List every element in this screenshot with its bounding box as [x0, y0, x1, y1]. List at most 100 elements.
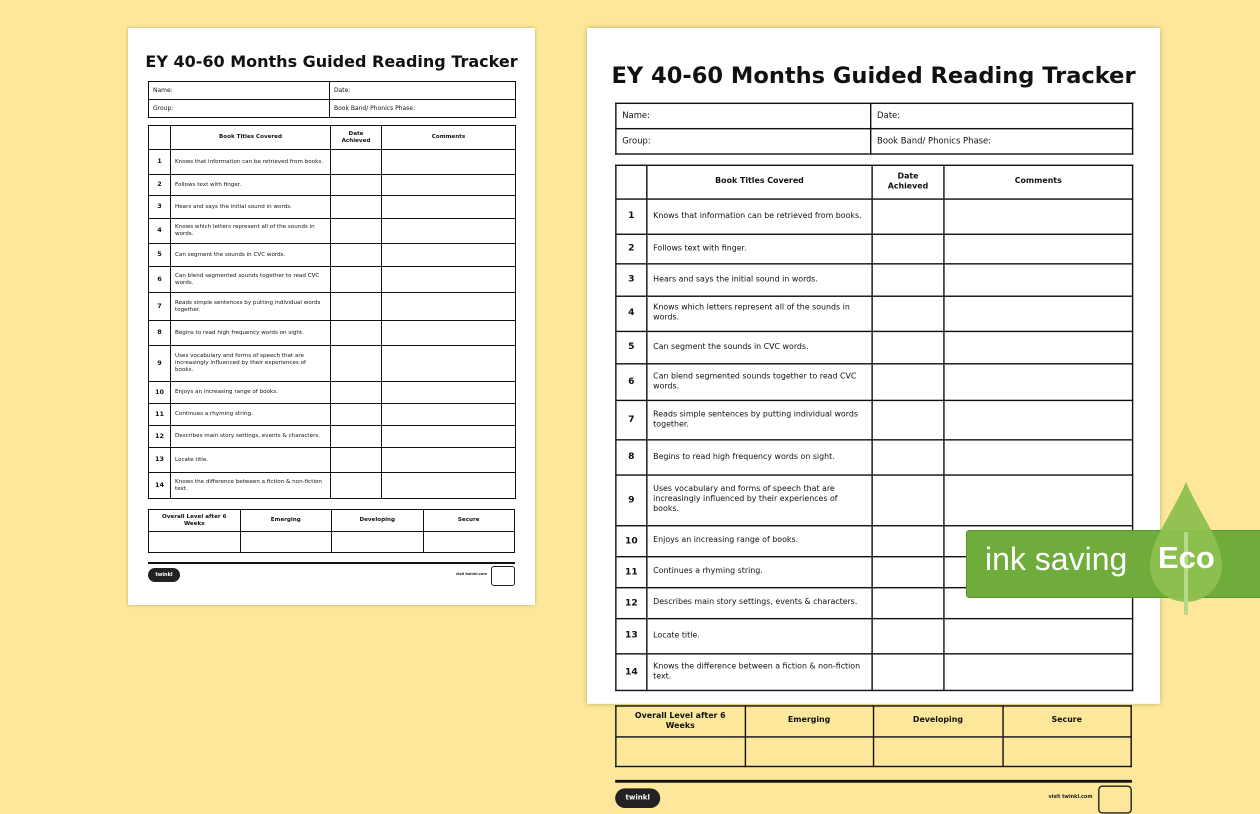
objective-text: Enjoys an increasing range of books. [646, 525, 873, 558]
objective-text: Uses vocabulary and forms of speech that… [170, 345, 331, 382]
comments-cell [381, 320, 516, 346]
level-header: Emerging [743, 705, 875, 738]
row-number: 13 [148, 447, 171, 473]
date-cell [871, 617, 945, 655]
comments-cell [943, 295, 1134, 333]
comments-cell [381, 218, 516, 244]
comments-cell [381, 472, 516, 499]
table-row: 9 Uses vocabulary and forms of speech th… [148, 345, 516, 382]
level-cell [615, 736, 746, 768]
objective-text: Hears and says the initial sound in word… [170, 195, 331, 219]
comments-cell [381, 195, 516, 219]
comments-cell [943, 233, 1134, 265]
name-field: Name: [148, 81, 330, 100]
column-header: Book Titles Covered [646, 164, 873, 200]
objective-text: Knows which letters represent all of the… [646, 295, 873, 333]
reading-tracker-table: Book Titles Covered Date Achieved Comments… [615, 164, 1134, 692]
table-row: 2 Follows text with finger. [615, 233, 1134, 265]
date-cell [330, 320, 382, 346]
column-header: Date Achieved [871, 164, 945, 200]
visit-text: visit twinkl.com [455, 572, 487, 576]
level-cell [743, 736, 875, 768]
comments-cell [943, 653, 1134, 692]
comments-cell [381, 243, 516, 267]
objective-text: Continues a rhyming string. [170, 403, 331, 426]
objective-text: Knows that information can be retrieved … [646, 198, 873, 235]
row-number: 2 [148, 174, 171, 196]
level-header: Developing [331, 509, 424, 532]
row-number: 5 [615, 330, 648, 365]
table-row: 14 Knows the difference between a fictio… [148, 472, 516, 499]
column-header: Book Titles Covered [170, 125, 331, 150]
overall-level-table: Overall Level after 6 Weeks Emerging Devel… [615, 705, 1132, 768]
objective-text: Continues a rhyming string. [646, 555, 873, 589]
objective-text: Knows the difference between a fiction &… [170, 472, 331, 499]
table-row: 13 Locate title. [148, 447, 516, 473]
objective-text: Locate title. [646, 617, 873, 655]
comments-cell [943, 363, 1134, 402]
row-number: 3 [615, 263, 648, 297]
date-cell [871, 525, 945, 558]
row-number: 4 [148, 218, 171, 244]
table-row: 14 Knows the difference between a fictio… [615, 653, 1134, 692]
worksheet-preview-large: EY 40-60 Months Guided Reading Tracker N… [587, 28, 1161, 814]
comments-cell [943, 330, 1134, 365]
date-cell [871, 474, 945, 527]
table-row: 2 Follows text with finger. [148, 174, 516, 196]
table-row: 7 Reads simple sentences by putting indi… [615, 399, 1134, 441]
group-field: Group: [148, 99, 330, 118]
date-cell [871, 233, 945, 265]
comments-cell [943, 439, 1134, 476]
row-number: 7 [148, 292, 171, 321]
column-header: Comments [381, 125, 516, 150]
comments-cell [943, 263, 1134, 297]
comments-cell [381, 149, 516, 175]
date-cell [330, 345, 382, 382]
date-cell [330, 266, 382, 293]
table-row: 4 Knows which letters represent all of t… [615, 295, 1134, 333]
comments-cell [943, 399, 1134, 441]
objective-text: Knows that information can be retrieved … [170, 149, 331, 175]
objective-text: Reads simple sentences by putting indivi… [170, 292, 331, 321]
date-cell [330, 195, 382, 219]
group-field: Group: [615, 127, 872, 155]
student-info-table: Name: Date: Group: Book Band/ Phonics Phas… [615, 102, 1134, 155]
table-row: 4 Knows which letters represent all of t… [148, 218, 516, 244]
level-cell [872, 736, 1004, 768]
objective-text: Describes main story settings, events & … [646, 586, 873, 620]
footer-divider [615, 779, 1132, 783]
date-field: Date: [329, 81, 516, 100]
objective-text: Locate title. [170, 447, 331, 473]
row-number: 9 [148, 345, 171, 382]
visit-text: visit twinkl.com [1048, 793, 1093, 800]
objective-text: Knows which letters represent all of the… [170, 218, 331, 244]
date-cell [330, 403, 382, 426]
table-row: 3 Hears and says the initial sound in wo… [148, 195, 516, 219]
comments-cell [943, 198, 1134, 235]
level-header: Emerging [239, 509, 332, 532]
row-number: 8 [148, 320, 171, 346]
date-cell [330, 292, 382, 321]
reading-tracker-table: Book Titles Covered Date Achieved Comments… [148, 125, 516, 499]
date-cell [871, 295, 945, 333]
date-cell [871, 263, 945, 297]
row-number: 11 [148, 403, 171, 426]
row-number: 1 [148, 149, 171, 175]
table-row: 11 Continues a rhyming string. [148, 403, 516, 426]
objective-text: Can blend segmented sounds together to r… [646, 363, 873, 402]
table-row: 9 Uses vocabulary and forms of speech th… [615, 474, 1134, 527]
objective-text: Begins to read high frequency words on s… [646, 439, 873, 476]
twinkl-logo: twinkl [148, 568, 180, 582]
date-cell [871, 653, 945, 692]
level-cell [331, 531, 424, 553]
table-row: 12 Describes main story settings, events… [148, 425, 516, 448]
table-row: 1 Knows that information can be retrieve… [148, 149, 516, 175]
date-cell [330, 381, 382, 404]
row-number: 7 [615, 399, 648, 441]
comments-cell [381, 425, 516, 448]
ink-saving-text: ink saving [985, 541, 1128, 577]
comments-cell [381, 403, 516, 426]
table-row: 7 Reads simple sentences by putting indi… [148, 292, 516, 321]
table-row: 6 Can blend segmented sounds together to… [148, 266, 516, 293]
row-number: 11 [615, 555, 648, 589]
